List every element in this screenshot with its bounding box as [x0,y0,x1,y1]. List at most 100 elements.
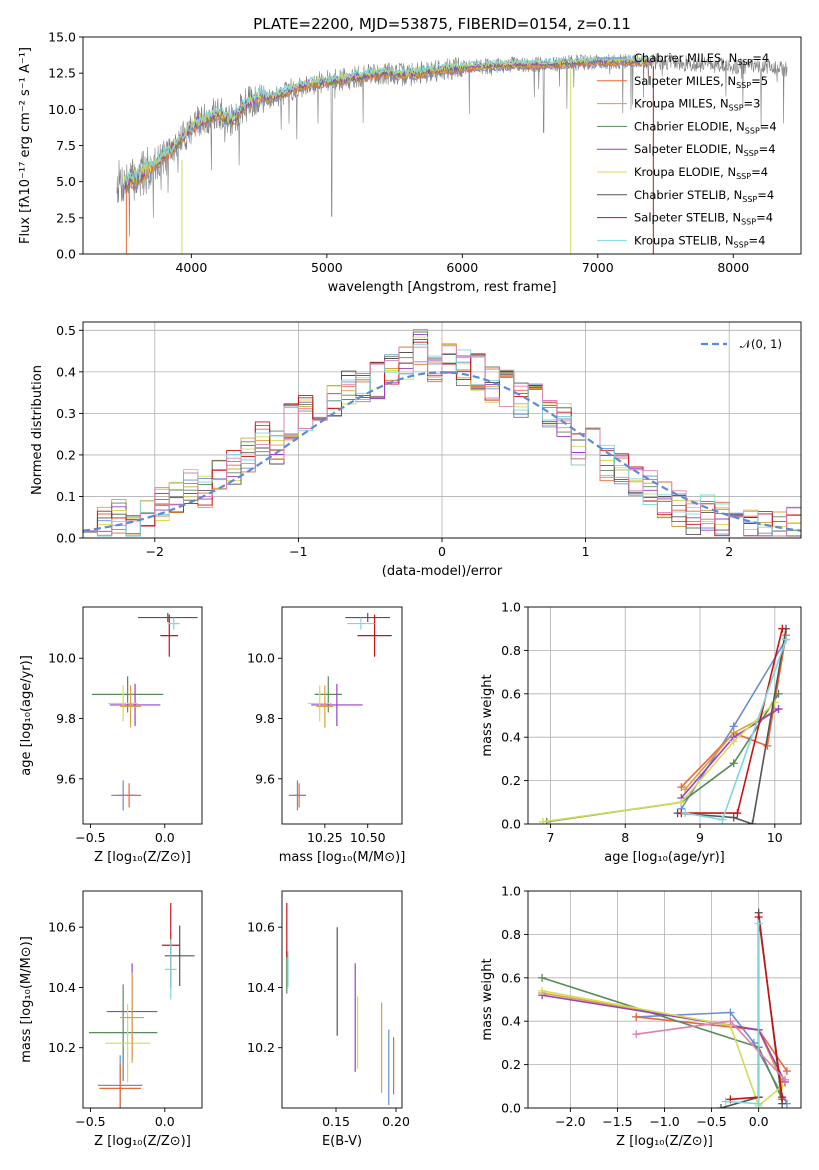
x-axis-label: Z [log₁₀(Z/Z⊙)] [94,850,191,865]
y-tick-label: 5.0 [56,174,76,189]
plot-area [116,53,788,254]
x-tick-label: 8000 [717,260,749,275]
y-tick-label: 0.3 [56,406,76,421]
y-tick-label: 0.0 [501,1101,521,1116]
plot-area [83,329,801,537]
y-tick-label: 10.2 [247,1040,275,1055]
y-tick-label: 10.6 [247,920,275,935]
y-tick-label: 0.4 [56,364,76,379]
y-tick-label: 0.2 [56,447,76,462]
y-tick-label: 10.0 [48,651,76,666]
axes-frame [281,890,403,1109]
axes-massweight-vs-Z: −2.0 −1.5 −1.0 −0.5 0.0 0.0 0.2 0.4 0.6 0.8 1.0 Z [… [480,884,802,1149]
x-tick-label: 8 [621,830,629,845]
legend-label-1: Salpeter MILES, NSSP=5 [634,74,768,90]
x-axis-label: wavelength [Angstrom, rest frame] [328,280,557,295]
y-axis-label: age [log₁₀(age/yr)] [19,655,34,776]
gaussian-reference [83,371,801,532]
legend-label-4: Salpeter ELODIE, NSSP=4 [634,142,776,158]
weight-line-9 [636,1020,786,1081]
y-tick-label: 0.6 [501,970,521,985]
y-axis-label: Flux [fλ10⁻¹⁷ erg cm⁻² s⁻¹ A⁻¹] [18,47,33,244]
legend-label: 𝒩(0, 1) [740,337,782,351]
plot-area [538,624,791,824]
y-tick-label: 9.8 [255,711,275,726]
x-tick-label: 4000 [175,260,207,275]
x-tick-label: 0.0 [155,1114,175,1129]
legend-label-2: Kroupa MILES, NSSP=3 [634,97,760,113]
y-tick-label: 0.2 [501,773,521,788]
legend-label-0: Chabrier MILES, NSSP=4 [634,51,769,67]
axes-frame [82,890,203,1109]
axes-residuals: −2 −1 0 1 2 0.0 0.1 0.2 0.3 0.4 0.5 (data-model)/er… [30,321,802,579]
axes-frame [281,606,403,825]
x-axis-label: E(B-V) [322,1134,362,1149]
axes-massweight-vs-age: 7 8 9 10 0.0 0.2 0.4 0.6 0.8 1.0 age [log₁₀(age/yr… [480,600,802,865]
x-tick-label: 0 [438,544,446,559]
y-axis-label: mass weight [480,674,495,756]
x-axis-label: Z [log₁₀(Z/Z⊙)] [616,1134,713,1149]
x-tick-label: 5000 [311,260,343,275]
weight-line-5 [542,701,776,823]
axes-mass-vs-Z: −0.5 0.0 10.2 10.4 10.6 Z [log₁₀(Z/Z⊙)] mass [… [19,890,203,1149]
x-axis-label: age [log₁₀(age/yr)] [604,850,725,865]
y-tick-label: 1.0 [501,884,521,899]
x-tick-label: −1 [289,544,307,559]
y-tick-label: 2.5 [56,210,76,225]
x-tick-label: 0.0 [749,1114,769,1129]
y-tick-label: 0.4 [501,1014,521,1029]
y-tick-label: 0.5 [56,323,76,338]
x-tick-label: 9 [696,830,704,845]
legend: 𝒩(0, 1) [701,337,782,351]
legend-label-6: Chabrier STELIB, NSSP=4 [634,188,774,204]
weight-line-5 [541,990,783,1107]
y-tick-label: 0.8 [501,927,521,942]
x-tick-label: 7 [546,830,554,845]
x-axis-label: Z [log₁₀(Z/Z⊙)] [94,1134,191,1149]
x-tick-label: −2.0 [555,1114,585,1129]
x-tick-label: −0.5 [75,1114,105,1129]
y-tick-label: 10.0 [247,651,275,666]
y-axis-label: Normed distribution [30,365,45,495]
y-tick-label: 12.5 [48,66,76,81]
y-tick-label: 10.0 [48,102,76,117]
x-tick-label: −2 [146,544,164,559]
x-axis-label: (data-model)/error [382,564,503,579]
model-spectrum-8 [123,55,653,187]
y-tick-label: 0.8 [501,643,521,658]
plot-area [288,613,392,811]
x-tick-label: −0.5 [75,830,105,845]
legend-label-7: Salpeter STELIB, NSSP=4 [634,211,773,227]
x-tick-label: 0.15 [322,1114,350,1129]
y-tick-label: 0.6 [501,686,521,701]
plot-area [88,903,195,1108]
plot-area [286,903,395,1105]
y-tick-label: 10.4 [247,980,275,995]
residual-histogram-1 [83,343,801,537]
axes-spectrum: 4000 5000 6000 7000 8000 0.0 2.5 5.0 7.5 10.0 12.5… [18,30,802,295]
axes-frame [527,606,802,825]
x-tick-label: 10.50 [350,830,386,845]
figure-title: PLATE=2200, MJD=53875, FIBERID=0154, z=0… [253,15,631,33]
y-axis-label: mass weight [480,958,495,1040]
x-tick-label: −1.0 [649,1114,679,1129]
y-tick-label: 10.4 [48,980,76,995]
y-tick-label: 15.0 [48,30,76,45]
y-tick-label: 0.0 [501,817,521,832]
x-tick-label: −1.5 [602,1114,632,1129]
x-axis-label: mass [log₁₀(M/M⊙)] [279,850,406,865]
x-tick-label: 10 [767,830,783,845]
y-tick-label: 0.2 [501,1057,521,1072]
y-tick-label: 7.5 [56,138,76,153]
x-tick-label: 1 [582,544,590,559]
y-tick-label: 0.0 [56,531,76,546]
weight-line-6 [677,628,787,824]
plot-area [538,908,791,1108]
y-tick-label: 1.0 [501,600,521,615]
y-tick-label: 0.1 [56,489,76,504]
y-tick-label: 10.6 [48,920,76,935]
y-tick-label: 9.8 [56,711,76,726]
x-tick-label: −0.5 [696,1114,726,1129]
y-tick-label: 9.6 [255,771,275,786]
